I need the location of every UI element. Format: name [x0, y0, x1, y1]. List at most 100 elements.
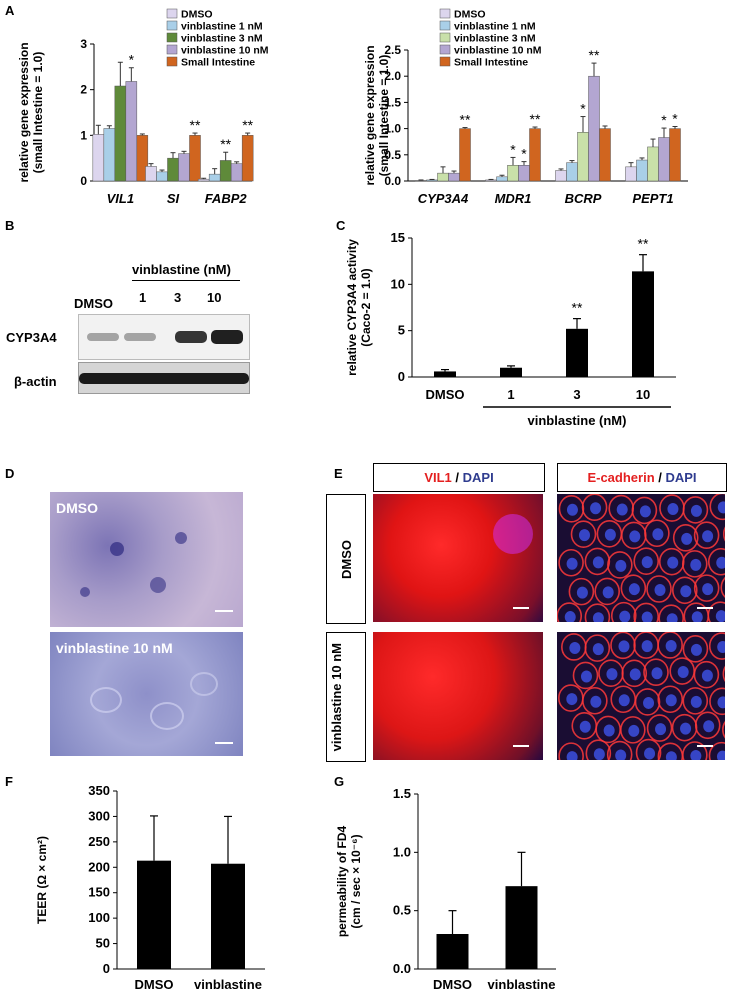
cell-membrane [581, 494, 608, 522]
e-row1-text: DMSO [338, 539, 354, 579]
cell-membrane [709, 494, 725, 521]
cell-outline [90, 687, 122, 713]
cell-nucleus [592, 612, 604, 622]
cyp3a4-band [124, 332, 156, 342]
cell-nucleus [564, 611, 576, 622]
cell-membrane [631, 496, 658, 525]
scale-bar [697, 745, 713, 747]
cell-nucleus [629, 668, 641, 681]
cell-membrane [584, 547, 611, 576]
bar [507, 165, 519, 182]
bar [566, 328, 588, 377]
western-group-label: vinblastine (nM) [132, 262, 231, 277]
cell-membrane [570, 520, 597, 548]
cell-nucleus [665, 694, 677, 707]
cell-nucleus [578, 529, 590, 542]
cell-nucleus [566, 751, 578, 760]
cell-nucleus [593, 748, 605, 760]
significance-mark: ** [530, 111, 541, 127]
cell-membrane [610, 601, 637, 622]
cell-membrane [681, 550, 708, 578]
y-tick-label: 10 [391, 276, 405, 291]
cell-nucleus [677, 666, 689, 679]
cyp3a4-band [211, 330, 243, 344]
y-tick-label: 0.0 [393, 961, 411, 976]
y-tick-label: 50 [96, 936, 110, 951]
western-lane-1: 1 [139, 290, 147, 305]
legend-label: vinblastine 10 nM [454, 45, 542, 57]
cell-nucleus [651, 667, 663, 680]
nucleus-dot [80, 587, 90, 597]
cell-membrane [558, 548, 584, 577]
cell-membrane [610, 632, 636, 660]
western-lane-dmso: DMSO [74, 296, 113, 311]
legend-label: Small Intestine [181, 57, 255, 69]
significance-mark: * [510, 141, 516, 157]
cell-nucleus [691, 611, 703, 622]
y-tick-label: 2.0 [384, 69, 401, 83]
cell-membrane [568, 577, 595, 606]
chart-a-right: relative gene expression(small Intestine… [363, 9, 688, 206]
legend-swatch [439, 32, 451, 43]
bar [577, 132, 589, 182]
cell-nucleus [592, 643, 604, 656]
cell-nucleus [592, 556, 604, 569]
bar [636, 159, 648, 182]
cell-membrane [708, 741, 725, 760]
bar [518, 165, 530, 182]
bar [145, 166, 157, 182]
y-axis-label: relative gene expression(small Intestine… [17, 42, 45, 182]
cell-membrane [707, 601, 725, 622]
bar [566, 162, 578, 182]
cell-nucleus [566, 693, 578, 706]
y-tick-label: 100 [88, 910, 110, 925]
cell-membrane [672, 524, 699, 552]
e-col2-part2: DAPI [665, 470, 697, 485]
cell-nucleus [618, 640, 630, 653]
bar [599, 128, 611, 182]
cell-nucleus [643, 696, 655, 709]
scale-bar [513, 745, 529, 747]
cell-nucleus [590, 695, 602, 708]
cell-membrane [620, 574, 647, 602]
bar [208, 173, 221, 182]
cell-nucleus [680, 722, 692, 735]
cell-membrane [633, 602, 659, 622]
dapi-signal [493, 514, 533, 554]
e-row-label-vinblastine: vinblastine 10 nM [326, 632, 366, 762]
cell-nucleus [576, 586, 588, 599]
cell-nucleus [628, 583, 640, 596]
y-tick-label: 2 [80, 83, 87, 97]
legend-label: vinblastine 1 nM [454, 21, 536, 33]
x-tick-label: CYP3A4 [418, 191, 469, 206]
significance-mark: ** [460, 112, 471, 128]
significance-mark: * [521, 146, 527, 162]
x-tick-label: VIL1 [107, 191, 134, 206]
y-tick-label: 1.5 [384, 95, 401, 109]
y-tick-label: 0.5 [393, 903, 411, 918]
chart-g: permeability of FD4(cm / sec × 10⁻⁶) 0.0 0… [335, 786, 556, 992]
bar [197, 178, 210, 182]
cell-membrane [693, 521, 720, 550]
cell-membrane [643, 658, 669, 687]
x-tick-label: FABP2 [205, 191, 248, 206]
x-tick-label: vinblastine [488, 977, 556, 992]
bar [125, 81, 138, 182]
blot-actin [78, 362, 250, 394]
x-tick-label: 10 [636, 387, 650, 402]
significance-mark: * [661, 112, 667, 128]
cell-membrane [693, 660, 720, 689]
y-tick-label: 1.0 [393, 844, 411, 859]
y-tick-label: 1.0 [384, 122, 401, 136]
cyp3a4-band [175, 330, 207, 344]
bar [167, 157, 179, 182]
cell-nucleus [654, 584, 666, 597]
cell-membrane [708, 632, 725, 660]
bar [434, 371, 456, 377]
cell-membrane [682, 687, 709, 715]
cell-outline [190, 672, 218, 696]
cell-membrane [558, 742, 584, 760]
bar [669, 128, 681, 182]
cell-membrane [682, 635, 709, 663]
western-lane-10: 10 [207, 290, 222, 305]
